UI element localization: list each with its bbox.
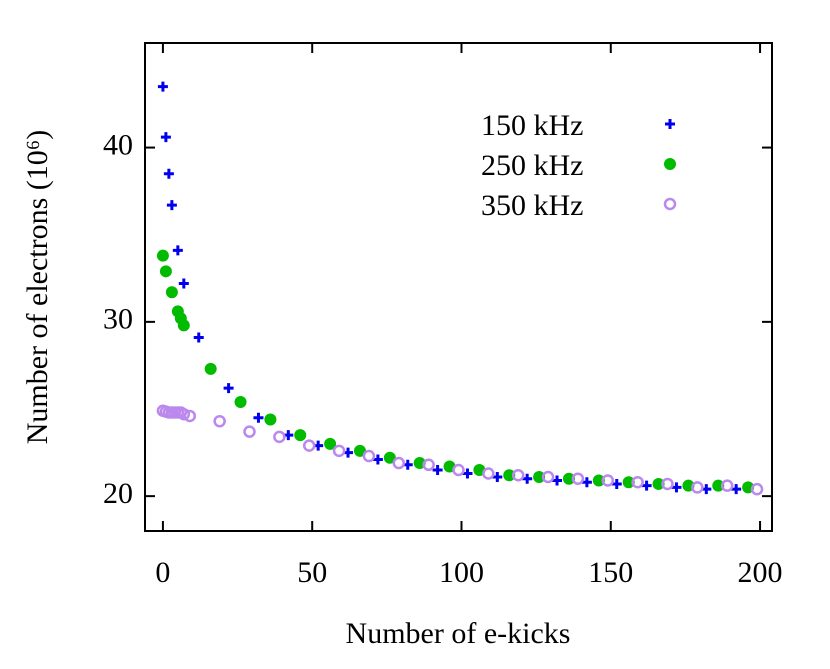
marker xyxy=(273,430,286,444)
marker xyxy=(462,468,473,479)
marker xyxy=(691,481,704,494)
marker xyxy=(353,444,366,457)
marker xyxy=(156,249,169,262)
marker xyxy=(452,463,465,477)
marker xyxy=(750,482,764,496)
marker xyxy=(541,470,555,484)
x-tick-label: 50 xyxy=(297,556,327,589)
x-axis-label: Number of e-kicks xyxy=(346,617,571,650)
marker xyxy=(622,476,635,489)
marker xyxy=(166,200,177,211)
x-tick-label: 100 xyxy=(439,556,484,589)
marker xyxy=(511,468,525,482)
marker xyxy=(302,439,316,452)
legend-marker xyxy=(665,119,675,129)
marker xyxy=(432,465,443,475)
marker xyxy=(592,474,605,487)
marker xyxy=(601,474,615,487)
marker xyxy=(372,454,383,465)
marker xyxy=(264,413,277,426)
marker xyxy=(157,81,168,92)
marker xyxy=(223,383,234,394)
marker xyxy=(482,467,495,480)
legend-label: 350 kHz xyxy=(481,189,583,222)
marker xyxy=(611,478,622,489)
marker xyxy=(163,168,174,179)
marker xyxy=(522,473,533,484)
marker xyxy=(631,475,644,489)
marker xyxy=(581,477,592,488)
marker xyxy=(562,472,575,485)
x-tick-label: 150 xyxy=(588,556,633,589)
marker xyxy=(571,472,585,485)
marker xyxy=(392,456,406,470)
marker xyxy=(165,286,178,299)
marker xyxy=(294,429,307,442)
marker xyxy=(362,449,376,463)
marker xyxy=(213,414,226,428)
legend-label: 150 kHz xyxy=(481,109,583,142)
marker xyxy=(159,265,172,278)
marker xyxy=(503,469,516,482)
marker xyxy=(422,458,435,472)
marker xyxy=(183,409,197,423)
marker xyxy=(160,132,171,143)
y-tick-label: 30 xyxy=(103,303,133,336)
marker xyxy=(324,437,337,450)
marker xyxy=(533,470,546,483)
marker xyxy=(641,480,652,491)
marker xyxy=(731,484,742,495)
marker xyxy=(234,396,247,409)
legend-marker xyxy=(664,158,676,170)
plot-frame xyxy=(144,42,773,532)
x-tick-label: 0 xyxy=(155,556,170,589)
y-axis-label: Number of electrons (10⁶) xyxy=(21,130,54,445)
marker xyxy=(243,425,256,438)
marker xyxy=(492,471,503,482)
y-tick-label: 20 xyxy=(103,477,133,510)
legend-label: 250 kHz xyxy=(481,149,583,182)
marker xyxy=(720,479,734,492)
marker xyxy=(177,407,191,421)
marker xyxy=(652,477,665,490)
y-tick-label: 40 xyxy=(103,128,133,161)
legend-marker xyxy=(663,197,677,211)
marker xyxy=(712,479,725,492)
marker xyxy=(178,278,189,289)
x-tick-label: 200 xyxy=(738,556,783,589)
marker xyxy=(332,444,346,458)
marker xyxy=(253,412,264,423)
marker xyxy=(552,475,563,486)
marker xyxy=(204,362,217,375)
marker xyxy=(177,319,190,332)
marker xyxy=(193,332,204,343)
marker xyxy=(172,245,183,256)
marker xyxy=(383,451,396,464)
marker xyxy=(671,482,682,493)
marker xyxy=(661,477,674,491)
